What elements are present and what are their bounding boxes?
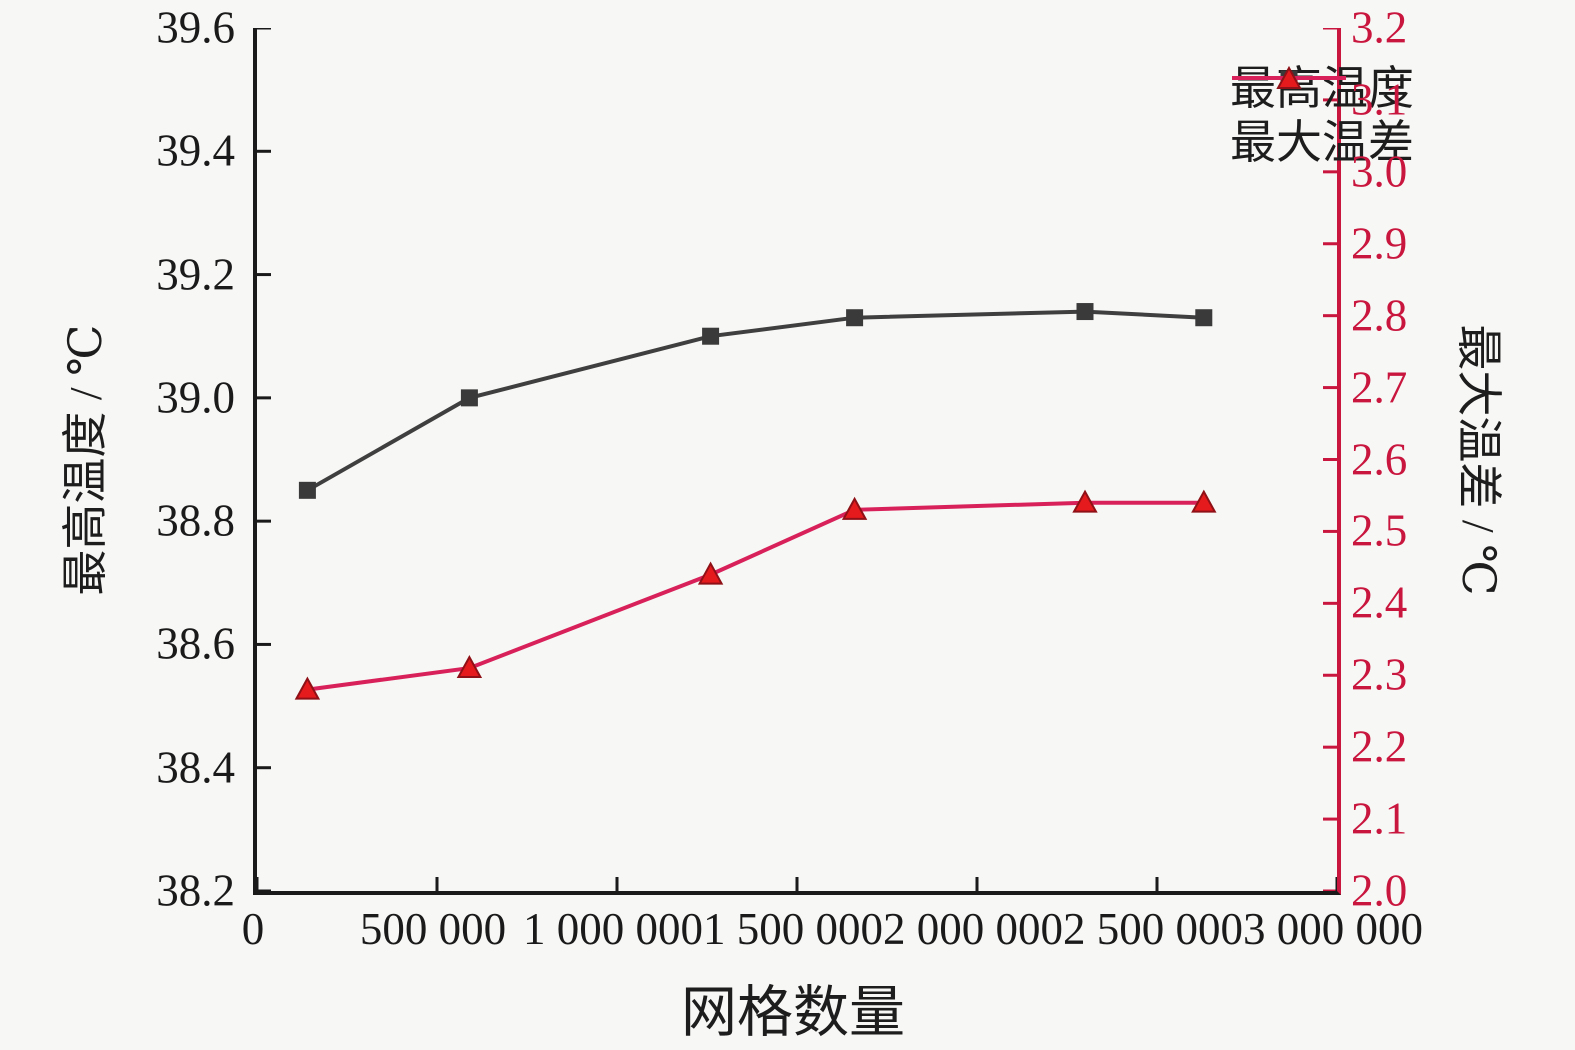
tick-label: 38.4: [156, 742, 235, 793]
triangle-marker-icon: [294, 676, 321, 700]
tick-label: 39.2: [156, 249, 235, 300]
tick-label: 2.9: [1351, 218, 1408, 269]
tick-label: 39.4: [156, 125, 235, 176]
series-line: [306, 309, 1204, 493]
tick-label: 2.4: [1351, 577, 1408, 628]
square-marker-icon: [702, 327, 720, 345]
tick-label: 500 000: [359, 904, 507, 954]
tick-label: 3.2: [1351, 2, 1408, 53]
right-axis-title: 最大温差 / ℃: [1453, 324, 1504, 596]
triangle-marker-icon: [1191, 489, 1217, 513]
tick-label: 2.6: [1351, 434, 1408, 484]
series-plot: [257, 28, 1337, 891]
tick-label: 39.6: [156, 2, 235, 53]
x-axis-title: 网格数量: [681, 982, 905, 1045]
tick-label: 1 500 000: [703, 904, 883, 954]
legend-entry-max-diff: 最大温差: [1230, 65, 1414, 170]
square-marker-icon: [1195, 309, 1213, 327]
max-diff-line-marker-icon: [1232, 65, 1346, 89]
tick-label: 2 000 000: [883, 904, 1063, 954]
tick-label: 2 500 000: [1063, 904, 1243, 954]
tick-label: 2.0: [1351, 865, 1408, 916]
triangle-marker-icon: [1276, 65, 1302, 89]
triangle-marker-icon: [456, 654, 483, 679]
triangle-marker-icon: [841, 496, 868, 520]
tick-label: 2.5: [1351, 505, 1408, 556]
plot-area: 最高温度 最大温差: [253, 28, 1414, 895]
square-marker-icon: [1076, 303, 1094, 321]
tick-label: 2.2: [1351, 721, 1408, 772]
tick-label: 38.8: [156, 495, 235, 546]
series-line: [307, 500, 1204, 692]
legend-label-max-temp: 最高温度: [1230, 63, 1414, 114]
tick-label: 2.1: [1351, 793, 1408, 844]
square-marker-icon: [846, 309, 864, 327]
square-marker-icon: [298, 481, 316, 499]
triangle-marker-icon: [1072, 489, 1098, 513]
legend: 最高温度 最大温差: [1230, 62, 1414, 170]
tick-label: 1 000 000: [523, 904, 703, 954]
tick-label: 2.3: [1351, 649, 1408, 700]
tick-label: 39.0: [156, 372, 235, 423]
tick-label: 3.1: [1351, 74, 1408, 125]
tick-label: 2.8: [1351, 290, 1408, 341]
tick-label: 3.0: [1351, 146, 1408, 197]
tick-label: 2.7: [1351, 362, 1408, 413]
tick-label: 0: [241, 904, 265, 954]
tick-label: 38.6: [156, 618, 235, 669]
left-axis-title: 最高温度 / ℃: [60, 324, 111, 596]
tick-label: 3 000 000: [1243, 904, 1423, 954]
square-marker-icon: [460, 389, 478, 407]
legend-label-max-diff: 最大温差: [1230, 117, 1414, 168]
triangle-marker-icon: [697, 561, 724, 585]
tick-label: 38.2: [156, 865, 235, 916]
